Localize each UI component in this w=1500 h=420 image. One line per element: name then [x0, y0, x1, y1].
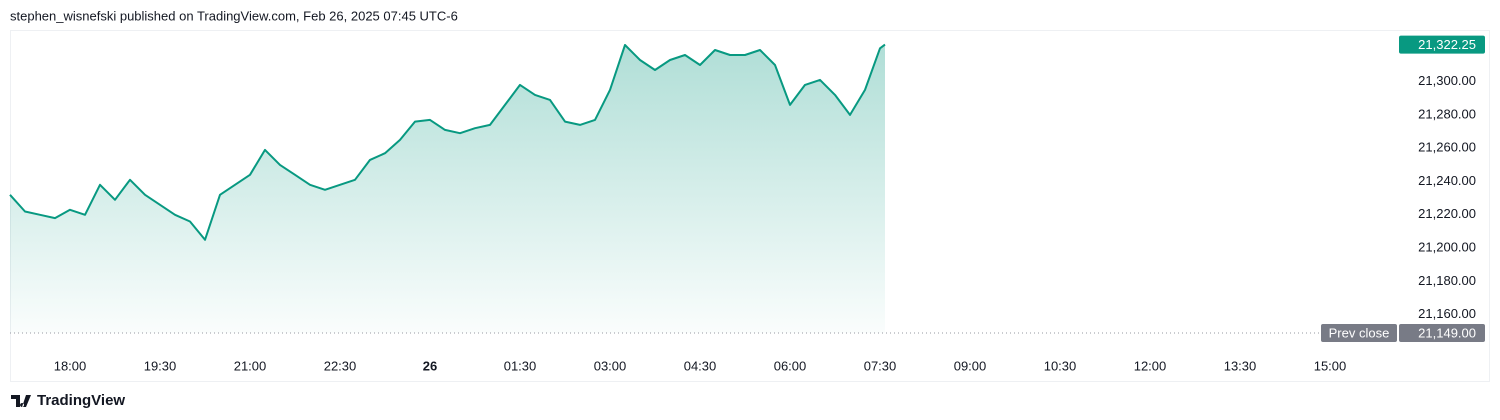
prev-close-box	[1321, 324, 1397, 342]
x-tick-label: 26	[423, 358, 437, 373]
x-tick-label: 04:30	[684, 358, 717, 373]
x-tick-label: 13:30	[1224, 358, 1257, 373]
x-tick-label: 09:00	[954, 358, 987, 373]
y-tick-label: 21,260.00	[1418, 140, 1476, 155]
x-tick-label: 12:00	[1134, 358, 1167, 373]
y-tick-label: 21,240.00	[1418, 173, 1476, 188]
x-tick-label: 21:00	[234, 358, 267, 373]
x-tick-label: 01:30	[504, 358, 537, 373]
prev-close-text: Prev close	[1329, 325, 1390, 340]
x-tick-label: 07:30	[864, 358, 897, 373]
y-tick-label: 21,180.00	[1418, 273, 1476, 288]
area-fill	[10, 44, 885, 333]
footer-brand: TradingView	[37, 392, 125, 409]
y-tick-label: 21,300.00	[1418, 73, 1476, 88]
last-price: 21,322.25	[1418, 37, 1476, 52]
y-tick-label: 21,200.00	[1418, 240, 1476, 255]
price-line	[9, 43, 886, 241]
prev-close-value: 21,149.00	[1418, 325, 1476, 340]
y-tick-label: 21,160.00	[1418, 306, 1476, 321]
x-tick-label: 15:00	[1314, 358, 1347, 373]
header: stephen_wisnefski published on TradingVi…	[10, 8, 458, 23]
footer-logo	[11, 395, 31, 407]
x-tick-label: 22:30	[324, 358, 357, 373]
last-price-box	[1399, 35, 1485, 54]
x-tick-label: 10:30	[1044, 358, 1077, 373]
x-tick-label: 03:00	[594, 358, 627, 373]
prev-close-value-box	[1399, 324, 1485, 342]
x-tick-label: 06:00	[774, 358, 807, 373]
x-tick-label: 19:30	[144, 358, 177, 373]
y-tick-label: 21,280.00	[1418, 106, 1476, 121]
y-tick-label: 21,220.00	[1418, 206, 1476, 221]
x-tick-label: 18:00	[54, 358, 87, 373]
